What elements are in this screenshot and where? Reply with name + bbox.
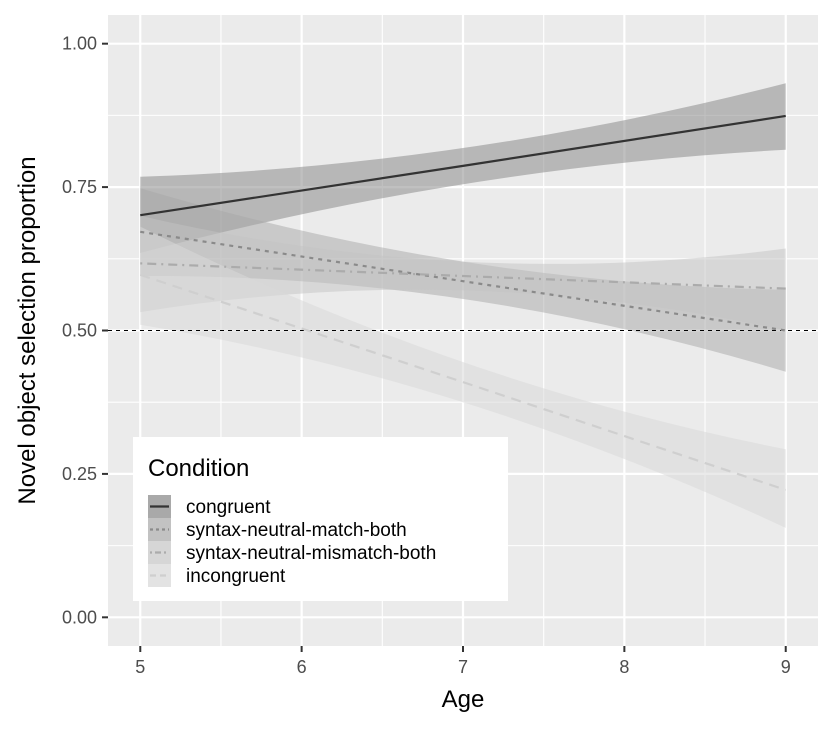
y-axis: 0.00 0.25 0.50 0.75 1.00 xyxy=(62,34,108,627)
x-tick-label: 7 xyxy=(458,657,468,677)
legend-items: congruentsyntax-neutral-match-bothsyntax… xyxy=(148,495,436,587)
legend-item-congruent: congruent xyxy=(148,495,271,518)
legend-label: incongruent xyxy=(186,566,286,587)
legend-label: syntax-neutral-match-both xyxy=(186,520,407,541)
series-line-incongruent xyxy=(139,273,787,492)
confidence-band-incongruent xyxy=(140,226,786,528)
legend-key-band xyxy=(148,564,171,587)
confidence-band-syntax-neutral-mismatch-both xyxy=(140,215,786,331)
x-tick-label: 9 xyxy=(781,657,791,677)
legend-key-band xyxy=(148,518,171,541)
y-axis-title: Novel object selection proportion xyxy=(14,156,41,504)
legend-title: Condition xyxy=(148,455,249,482)
series-line-syntax-neutral-mismatch-both xyxy=(140,262,786,290)
series-line-congruent xyxy=(140,114,786,217)
legend-item-syntax-neutral-match-both: syntax-neutral-match-both xyxy=(148,518,407,541)
legend: Condition congruentsyntax-neutral-match-… xyxy=(133,437,508,601)
y-tick-label: 0.75 xyxy=(62,177,97,197)
y-tick-label: 0.25 xyxy=(62,464,97,484)
x-tick-label: 5 xyxy=(135,657,145,677)
x-tick-label: 6 xyxy=(297,657,307,677)
series-lines xyxy=(139,114,787,492)
y-tick-label: 1.00 xyxy=(62,34,97,54)
legend-item-syntax-neutral-mismatch-both: syntax-neutral-mismatch-both xyxy=(148,541,436,564)
confidence-bands xyxy=(140,83,786,528)
x-axis: 5 6 7 8 9 xyxy=(135,646,791,677)
confidence-band-congruent xyxy=(140,83,786,254)
x-axis-title: Age xyxy=(442,686,485,713)
x-tick-label: 8 xyxy=(619,657,629,677)
legend-label: syntax-neutral-mismatch-both xyxy=(186,543,436,564)
series-line-syntax-neutral-match-both xyxy=(140,230,786,332)
y-tick-label: 0.00 xyxy=(62,607,97,627)
legend-background xyxy=(133,437,508,601)
legend-item-incongruent: incongruent xyxy=(148,564,286,587)
legend-label: congruent xyxy=(186,497,271,518)
y-tick-label: 0.50 xyxy=(62,321,97,341)
